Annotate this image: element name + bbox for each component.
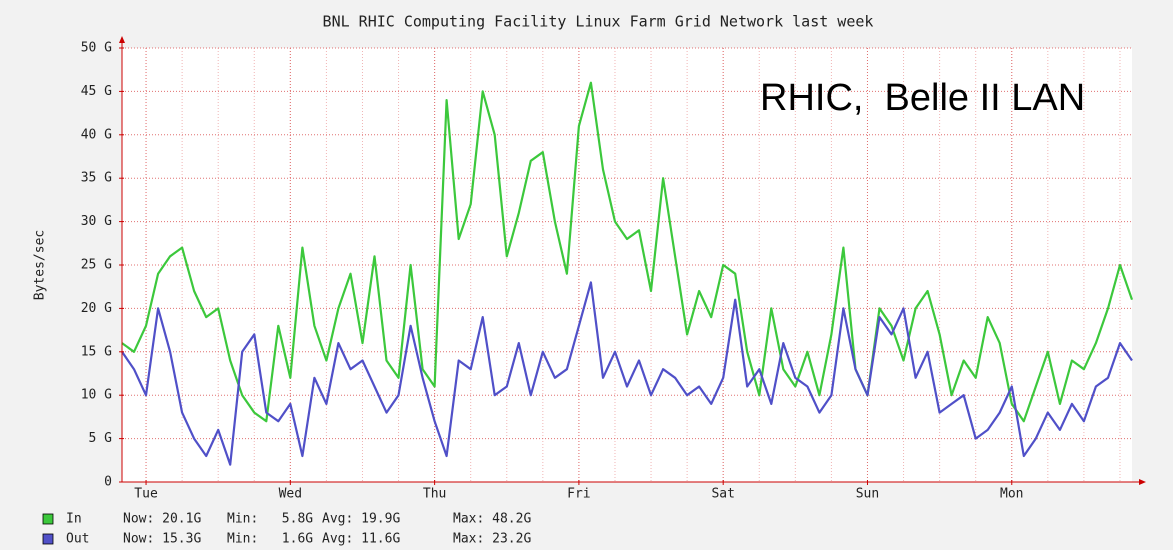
- y-tick-label: 25 G: [81, 258, 112, 273]
- x-tick-label: Tue: [134, 487, 158, 502]
- chart-title: BNL RHIC Computing Facility Linux Farm G…: [323, 13, 874, 31]
- x-tick-label: Wed: [279, 487, 302, 502]
- series-line: [121, 281, 1133, 466]
- annotation: RHIC, Belle II LAN: [760, 77, 1085, 119]
- x-axis-arrow: [1139, 479, 1146, 485]
- y-tick-label: 15 G: [81, 344, 112, 359]
- lines: [121, 81, 1134, 466]
- legend-label: Out: [66, 532, 89, 547]
- legend-stat: Max: 23.2G: [453, 532, 531, 547]
- y-tick-label: 35 G: [81, 171, 112, 186]
- y-tick-label: 50 G: [81, 41, 112, 56]
- y-tick-label: 10 G: [81, 388, 112, 403]
- y-tick-label: 0: [104, 475, 112, 490]
- axes: Tue Wed Thu Fri Sat Sun Mon 0 5 G 10 G 15 G 20 G 25 …: [81, 36, 1146, 502]
- y-tick-label: 40 G: [81, 127, 112, 142]
- legend-stat: Avg: 11.6G: [322, 532, 400, 547]
- x-tick-label: Sun: [856, 487, 879, 502]
- y-tick-label: 45 G: [81, 84, 112, 99]
- y-tick-label: 30 G: [81, 214, 112, 229]
- y-axis-label: Bytes/sec: [33, 230, 48, 300]
- legend-stat: Avg: 19.9G: [322, 512, 400, 527]
- legend-stat: Min: 1.6G: [227, 532, 313, 547]
- legend-stat: Max: 48.2G: [453, 512, 531, 527]
- legend-stat: Now: 15.3G: [123, 532, 201, 547]
- legend-swatch: [42, 533, 54, 545]
- legend-stat: Min: 5.8G: [227, 512, 313, 527]
- series-line: [121, 81, 1134, 423]
- legend-swatch: [42, 513, 54, 525]
- x-tick-label: Sat: [711, 487, 734, 502]
- x-tick-label: Fri: [567, 487, 590, 502]
- legend-stat: Now: 20.1G: [123, 512, 201, 527]
- legend-label: In: [66, 512, 82, 527]
- y-axis-arrow: [119, 36, 125, 43]
- x-tick-label: Thu: [423, 487, 446, 502]
- x-tick-label: Mon: [1000, 487, 1023, 502]
- y-tick-label: 5 G: [89, 431, 113, 446]
- y-tick-label: 20 G: [81, 301, 112, 316]
